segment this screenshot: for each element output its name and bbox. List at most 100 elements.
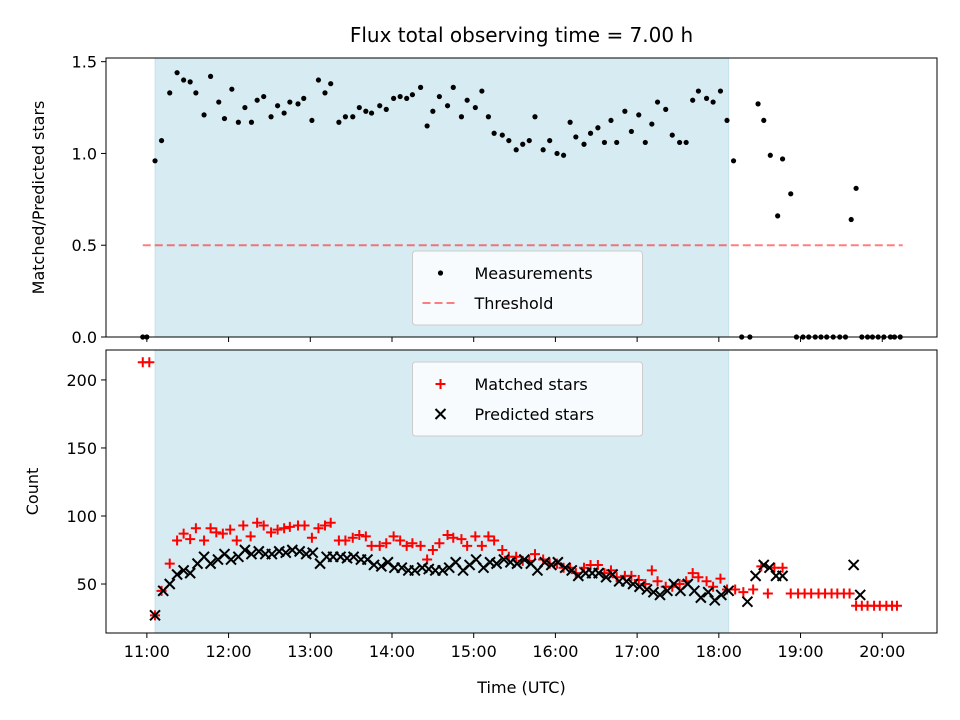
measurement-point [235, 119, 241, 125]
measurement-point [187, 79, 193, 85]
measurement-point [595, 125, 601, 131]
matched-point [456, 534, 467, 545]
matched-point [646, 565, 657, 576]
matched-point [395, 535, 406, 546]
measurement-point [669, 132, 675, 138]
predicted-point [763, 561, 776, 574]
predicted-point [409, 564, 421, 577]
measurement-point [158, 137, 165, 144]
predicted-point [149, 609, 161, 622]
measurement-point [690, 97, 696, 103]
measurement-point [491, 130, 497, 136]
matched-point [652, 576, 663, 587]
y-axis-label: Count [23, 468, 42, 516]
measurement-point [363, 108, 369, 114]
measurement-point [628, 128, 635, 135]
measurement-point [472, 104, 478, 111]
predicted-point [266, 548, 278, 560]
y-tick-label: 200 [66, 371, 97, 390]
x-tick-label: 18:00 [696, 642, 742, 661]
matched-point [708, 581, 719, 592]
predicted-point [559, 561, 571, 574]
measurement-point [261, 93, 267, 100]
measurement-point [601, 139, 608, 146]
measurement-point [336, 119, 342, 125]
matched-point [258, 520, 269, 531]
matched-point [299, 520, 310, 531]
matched-point [340, 535, 351, 546]
measurement-point [710, 99, 716, 105]
measurement-point [532, 114, 538, 120]
legend-dot-icon [437, 270, 444, 276]
measurement-point [853, 185, 859, 191]
x-tick-label: 17:00 [614, 642, 660, 661]
predicted-point [552, 556, 564, 568]
matched-point [199, 535, 210, 546]
measurement-point [642, 139, 648, 146]
legend: Matched stars Predicted stars [412, 361, 643, 437]
x-tick-label: 15:00 [451, 642, 497, 661]
x-tick-label: 20:00 [859, 642, 905, 661]
matched-point [185, 534, 196, 545]
measurement-point [683, 139, 689, 146]
measurement-point [377, 103, 383, 109]
predicted-point [204, 557, 217, 570]
matched-point [325, 517, 336, 528]
legend: Measurements Threshold [412, 250, 643, 326]
top-panel: 0.0 0.5 1.0 1.5 Matched/Predicted stars Flux … [29, 23, 938, 347]
measurement-point [450, 84, 456, 90]
measurement-point [229, 86, 235, 92]
measurement-point [581, 141, 587, 147]
measurement-point [573, 134, 579, 140]
measurement-point [356, 104, 362, 111]
legend-x-icon [434, 408, 447, 420]
measurement-point [755, 101, 761, 107]
measurement-point [207, 73, 214, 79]
measurement-point [274, 103, 281, 109]
y-axis-label: Matched/Predicted stars [29, 101, 48, 295]
matched-point [313, 523, 324, 534]
y-tick-label: 100 [66, 507, 97, 526]
matched-point [693, 572, 704, 583]
predicted-point [539, 556, 551, 568]
legend-label: Measurements [475, 264, 593, 283]
legend-label: Threshold [474, 294, 554, 313]
measurement-point [221, 115, 228, 122]
measurement-point [724, 117, 730, 124]
matched-point [407, 538, 418, 549]
y-tick-label: 1.5 [72, 53, 97, 72]
measurement-point [152, 158, 158, 164]
measurement-point [167, 90, 173, 96]
x-tick-label: 12:00 [206, 642, 252, 661]
predicted-point [490, 557, 503, 570]
predicted-point [436, 564, 449, 577]
matched-point [217, 528, 228, 539]
measurement-point [695, 88, 702, 94]
matched-point [252, 517, 263, 528]
predicted-point [280, 547, 292, 559]
predicted-point [854, 589, 866, 601]
measurement-point [649, 121, 655, 127]
measurement-point [322, 90, 328, 96]
measurement-point [540, 147, 546, 153]
matched-point [205, 523, 216, 534]
measurement-point [567, 119, 573, 125]
predicted-point [375, 560, 388, 573]
predicted-point [695, 591, 707, 604]
predicted-point [654, 589, 666, 601]
matched-point [245, 531, 256, 542]
x-tick-label: 16:00 [532, 642, 578, 661]
measurement-point [775, 213, 781, 219]
measurement-point [526, 137, 532, 144]
measurement-point [730, 158, 737, 164]
measurement-point [464, 97, 470, 103]
matched-point [360, 531, 371, 542]
matched-point [762, 588, 773, 599]
measurement-point [717, 88, 724, 94]
axes-frame [105, 57, 938, 338]
matched-point [483, 531, 494, 542]
matched-point [211, 527, 222, 538]
matched-point [354, 530, 365, 541]
predicted-point [572, 570, 584, 582]
measurement-point [281, 110, 287, 116]
